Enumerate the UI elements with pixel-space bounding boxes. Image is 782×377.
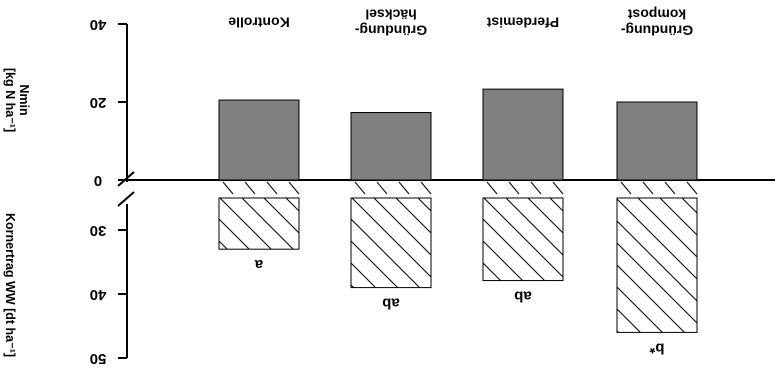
upper-bars [218, 88, 698, 181]
hatch-stub [244, 181, 256, 195]
category-label: Pferdemist [486, 14, 559, 30]
significance-labels: a ab ab b* [254, 256, 664, 356]
lower-tick-label: 30 [90, 222, 107, 239]
yield-bar [350, 197, 432, 289]
lower-bars [218, 181, 698, 333]
upper-tick-label-group: 20 [90, 94, 107, 111]
category-label-group: Gründung- [355, 22, 428, 38]
nmin-bar [482, 88, 564, 181]
hatch-stub [552, 181, 564, 195]
category-label-group: kompost [627, 6, 686, 22]
category-label-group: Gründung- [621, 22, 694, 38]
upper-ticks: 0 20 40 [90, 16, 127, 189]
nmin-bar [616, 101, 698, 181]
upper-y-axis-title-line1: Nmin [17, 84, 31, 115]
hatch-stub [288, 181, 300, 195]
significance-label: b* [649, 339, 664, 356]
lower-tick-label: 40 [90, 286, 107, 303]
lower-y-axis-title-text: Kornertrag WW [dt ha⁻¹] [3, 213, 17, 357]
lower-y-axis-title: Kornertrag WW [dt ha⁻¹] [3, 213, 17, 357]
significance-label-group: ab [382, 295, 400, 312]
nmin-bar [218, 99, 300, 181]
category-label-group: Kontrolle [228, 14, 290, 30]
hatch-stub [508, 181, 520, 195]
nmin-bar [350, 112, 432, 181]
lower-tick-label-group: 40 [90, 286, 107, 303]
hatch-stub [530, 181, 542, 195]
yield-bar [482, 197, 564, 282]
category-label: Gründung- [355, 22, 428, 38]
hatch-stub [420, 181, 432, 195]
hatch-stub [642, 181, 654, 195]
category-label: kompost [627, 6, 686, 22]
upper-tick-label: 0 [94, 172, 102, 189]
category-labels: Kontrolle Gründung-häcksel Pferdemist Gründ… [228, 6, 693, 38]
hatch-stub [620, 181, 632, 195]
yield-bar [616, 197, 698, 333]
hatch-stub [486, 181, 498, 195]
hatch-stub [686, 181, 698, 195]
lower-tick-label-group: 50 [90, 350, 107, 367]
category-label: häcksel [365, 6, 416, 22]
upper-y-axis-title-line2: [kg N ha⁻¹] [3, 68, 17, 132]
upper-tick-label: 20 [90, 94, 107, 111]
significance-label: a [254, 256, 263, 273]
significance-label-group: b* [649, 339, 664, 356]
category-label-group: häcksel [365, 6, 416, 22]
significance-label-group: ab [514, 288, 532, 305]
category-label: Kontrolle [228, 14, 290, 30]
hatch-stub [664, 181, 676, 195]
category-label-group: Pferdemist [486, 14, 559, 30]
upper-tick-label-group: 40 [90, 16, 107, 33]
hatch-stub [266, 181, 278, 195]
category-label: Gründung- [621, 22, 694, 38]
hatch-stub [376, 181, 388, 195]
lower-tick-label-group: 30 [90, 222, 107, 239]
hatch-stub [222, 181, 234, 195]
significance-label: ab [382, 295, 400, 312]
upper-y-axis-title: Nmin [kg N ha⁻¹] [3, 68, 31, 132]
yield-bar [218, 197, 300, 250]
significance-label: ab [514, 288, 532, 305]
hatch-stub [398, 181, 410, 195]
lower-ticks: 30 40 50 [90, 222, 127, 367]
hatch-stub [354, 181, 366, 195]
significance-label-group: a [254, 256, 263, 273]
lower-tick-label: 50 [90, 350, 107, 367]
upper-tick-label: 40 [90, 16, 107, 33]
upper-tick-label-group: 0 [94, 172, 102, 189]
